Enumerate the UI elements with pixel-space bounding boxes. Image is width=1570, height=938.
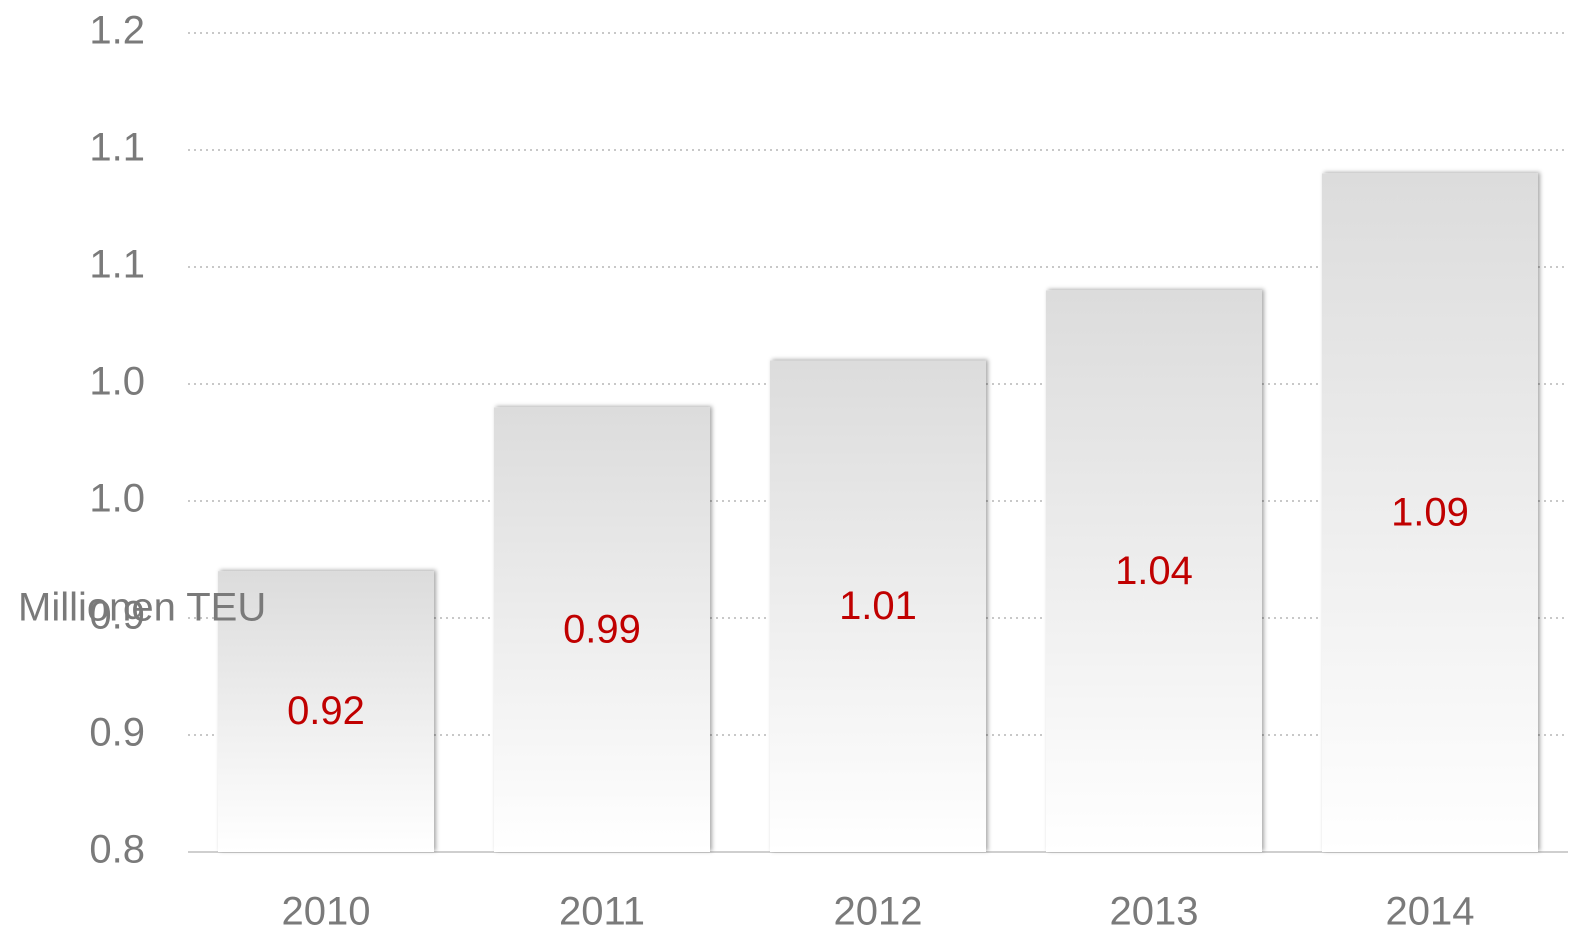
- bar: [494, 407, 710, 852]
- bar: [1322, 173, 1538, 852]
- y-tick-label: 1.0: [89, 360, 145, 404]
- y-tick-label: 0.9: [89, 711, 145, 755]
- x-tick-label: 2014: [1386, 890, 1475, 934]
- x-tick-label: 2013: [1110, 890, 1199, 934]
- y-tick-label: 1.1: [89, 126, 145, 170]
- value-label: 0.92: [287, 689, 365, 733]
- bar: [770, 360, 986, 852]
- y-tick-label: 0.8: [89, 828, 145, 872]
- value-label: 1.01: [839, 584, 917, 628]
- value-label: 1.04: [1115, 549, 1193, 593]
- bars: 0.92 0.99 1.01 1.04 1.09: [218, 173, 1538, 852]
- y-tick-label: 1.0: [89, 477, 145, 521]
- y-tick-label: 1.2: [89, 9, 145, 53]
- y-axis-label: Millionen TEU: [18, 586, 266, 630]
- y-tick-label: 0.9: [89, 594, 145, 638]
- x-tick-label: 2012: [834, 890, 923, 934]
- y-tick-label: 1.1: [89, 243, 145, 287]
- bar: [1046, 290, 1262, 852]
- value-label: 0.99: [563, 607, 641, 651]
- value-label: 1.09: [1391, 490, 1469, 534]
- x-tick-label: 2010: [282, 890, 371, 934]
- bar: [218, 571, 434, 852]
- x-tick-label: 2011: [559, 890, 645, 934]
